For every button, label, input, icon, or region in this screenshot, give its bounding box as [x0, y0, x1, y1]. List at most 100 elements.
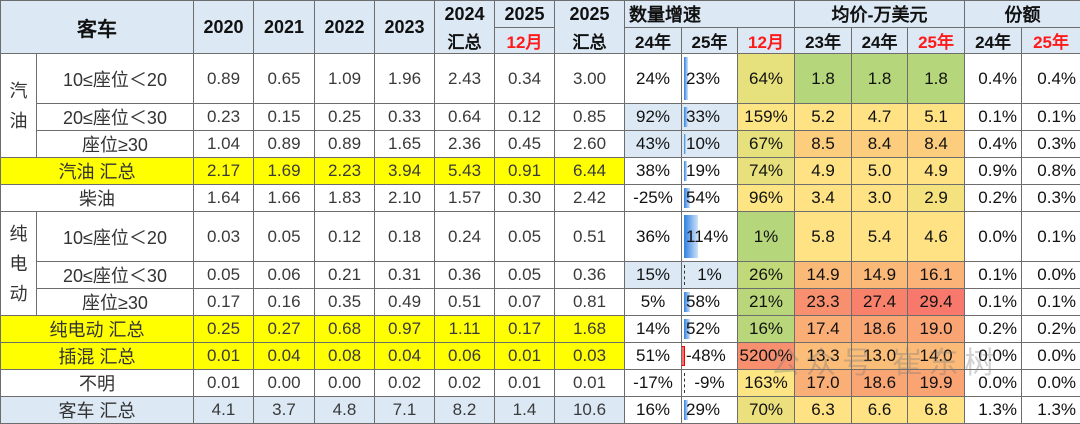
cell: 1.09: [315, 54, 375, 104]
share-25: 1.3%: [1022, 397, 1080, 424]
growth-12m: 96%: [738, 185, 795, 212]
row-label: 20≤座位＜30: [37, 104, 194, 131]
cell: 6.44: [555, 158, 625, 185]
header-share-25: 25年: [1022, 28, 1080, 54]
price-25: 8.4: [908, 131, 965, 158]
price-25: 4.9: [908, 158, 965, 185]
header-avg-price: 均价-万美元: [795, 1, 965, 28]
table-row: 汽油 10≤座位＜20 0.89 0.65 1.09 1.96 2.43 0.3…: [1, 54, 1080, 104]
row-label: 纯电动 汇总: [1, 316, 194, 343]
price-23: 23.3: [795, 289, 852, 316]
cell: 2.36: [435, 131, 495, 158]
price-23: 14.9: [795, 262, 852, 289]
price-23: 1.8: [795, 54, 852, 104]
price-23: 17.0: [795, 370, 852, 397]
share-24: 0.2%: [965, 185, 1022, 212]
header-share-24: 24年: [965, 28, 1022, 54]
cell: 0.15: [254, 104, 315, 131]
cell: 0.36: [555, 262, 625, 289]
price-24: 6.6: [852, 397, 908, 424]
cell: 8.2: [435, 397, 495, 424]
cell: 0.89: [194, 54, 254, 104]
cell: 0.36: [435, 262, 495, 289]
group-bev: 纯电动: [1, 212, 37, 316]
cell: 0.00: [254, 370, 315, 397]
cell: 2.43: [435, 54, 495, 104]
cell: 2.17: [194, 158, 254, 185]
cell: 0.51: [555, 212, 625, 262]
cell: 0.00: [315, 370, 375, 397]
price-25: 6.8: [908, 397, 965, 424]
header-2025m-top: 2025: [495, 1, 555, 28]
header-year-2023: 2023: [375, 1, 435, 54]
cell: 10.6: [555, 397, 625, 424]
share-25: 0.1%: [1022, 104, 1080, 131]
price-25: 1.8: [908, 54, 965, 104]
growth-24: 16%: [625, 397, 682, 424]
growth-24: -25%: [625, 185, 682, 212]
growth-25: 114%: [682, 212, 738, 262]
growth-25: -48%: [682, 343, 738, 370]
cell: 0.97: [375, 316, 435, 343]
price-24: 4.7: [852, 104, 908, 131]
growth-25: 54%: [682, 185, 738, 212]
header-row-1: 客车 2020 2021 2022 2023 2024 2025 2025 数量…: [1, 1, 1080, 28]
cell: 0.30: [495, 185, 555, 212]
growth-24: 43%: [625, 131, 682, 158]
cell: 1.64: [194, 185, 254, 212]
cell: 0.31: [375, 262, 435, 289]
share-24: 0.4%: [965, 131, 1022, 158]
row-label: 10≤座位＜20: [37, 212, 194, 262]
share-24: 0.2%: [965, 316, 1022, 343]
share-25: 0.0%: [1022, 370, 1080, 397]
cell: 0.16: [254, 289, 315, 316]
header-category: 客车: [1, 1, 194, 54]
share-24: 0.0%: [965, 370, 1022, 397]
cell: 0.01: [555, 370, 625, 397]
share-24: 0.1%: [965, 262, 1022, 289]
header-2025t-bottom: 汇总: [555, 28, 625, 54]
price-25: 2.9: [908, 185, 965, 212]
cell: 2.23: [315, 158, 375, 185]
row-label: 座位≥30: [37, 131, 194, 158]
price-25: 29.4: [908, 289, 965, 316]
header-2024-bottom: 汇总: [435, 28, 495, 54]
cell: 1.96: [375, 54, 435, 104]
table-row: 座位≥30 0.17 0.16 0.35 0.49 0.51 0.07 0.81…: [1, 289, 1080, 316]
table-row: 纯电动 10≤座位＜20 0.03 0.05 0.12 0.18 0.24 0.…: [1, 212, 1080, 262]
row-label: 柴油: [1, 185, 194, 212]
growth-12m: 159%: [738, 104, 795, 131]
growth-25: 52%: [682, 316, 738, 343]
growth-24: 38%: [625, 158, 682, 185]
share-24: 0.0%: [965, 343, 1022, 370]
cell: 0.17: [495, 316, 555, 343]
header-growth-12m: 12月: [738, 28, 795, 54]
cell: 0.89: [254, 131, 315, 158]
header-year-2020: 2020: [194, 1, 254, 54]
table-row-diesel: 柴油 1.64 1.66 1.83 2.10 1.57 0.30 2.42 -2…: [1, 185, 1080, 212]
group-gasoline: 汽油: [1, 54, 37, 158]
cell: 0.01: [194, 370, 254, 397]
price-24: 5.0: [852, 158, 908, 185]
table-row-unknown: 不明 0.01 0.00 0.00 0.02 0.02 0.01 0.01 -1…: [1, 370, 1080, 397]
cell: 3.94: [375, 158, 435, 185]
growth-25: 1%: [682, 262, 738, 289]
cell: 0.81: [555, 289, 625, 316]
cell: 0.03: [194, 212, 254, 262]
price-24: 5.4: [852, 212, 908, 262]
table-row-gasoline-total: 汽油 汇总 2.17 1.69 2.23 3.94 5.43 0.91 6.44…: [1, 158, 1080, 185]
price-24: 18.6: [852, 316, 908, 343]
cell: 0.34: [495, 54, 555, 104]
share-25: 0.0%: [1022, 262, 1080, 289]
cell: 0.01: [495, 343, 555, 370]
growth-24: 5%: [625, 289, 682, 316]
cell: 0.05: [194, 262, 254, 289]
growth-25: 29%: [682, 397, 738, 424]
price-23: 8.5: [795, 131, 852, 158]
growth-12m: 70%: [738, 397, 795, 424]
cell: 0.64: [435, 104, 495, 131]
cell: 5.43: [435, 158, 495, 185]
price-25: 4.6: [908, 212, 965, 262]
row-label: 客车 汇总: [1, 397, 194, 424]
